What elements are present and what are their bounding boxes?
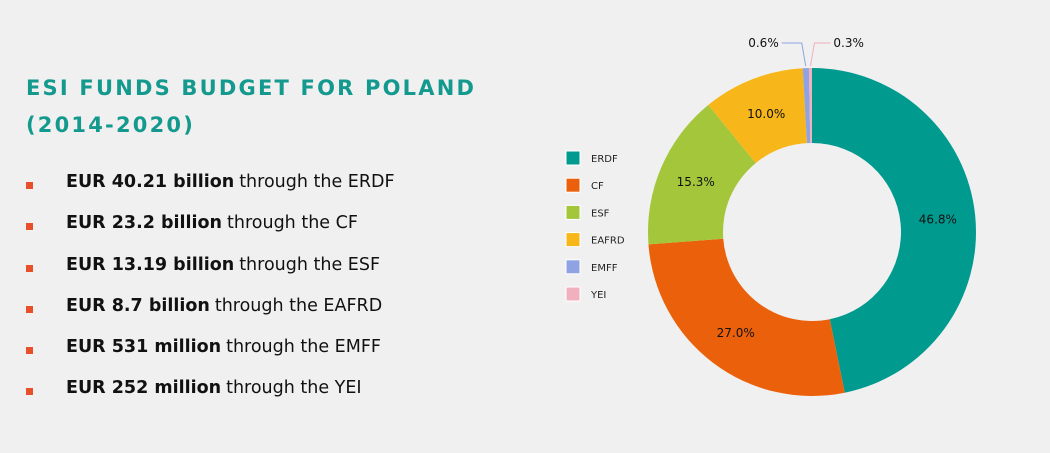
bullet-icon (26, 347, 33, 355)
bullet-icon (26, 305, 33, 313)
slice-cf (648, 238, 845, 396)
amount: EUR 252 million (66, 378, 222, 399)
data-label-cf: 27.0% (717, 326, 755, 340)
item-text: through the ESF (239, 254, 381, 275)
legend-label-erdf: ERDF (591, 154, 618, 165)
item-text: through the EMFF (226, 337, 381, 358)
slice-emff (802, 68, 811, 144)
item-text: through the EAFRD (214, 295, 383, 316)
data-label-emff: 0.6% (748, 36, 779, 50)
legend-label-cf: CF (591, 181, 604, 192)
funds-list: EUR 40.21 billion through the ERDF EUR 23… (26, 172, 395, 420)
legend-swatch-yei (565, 286, 581, 302)
amount: EUR 13.19 billion (66, 254, 235, 275)
legend-label-eafrd: EAFRD (591, 236, 625, 247)
list-item: EUR 23.2 billion through the CF (26, 213, 395, 254)
legend-label-yei: YEI (590, 290, 606, 301)
item-text: through the YEI (226, 378, 362, 399)
slice-erdf (812, 68, 976, 393)
bullet-icon (26, 264, 33, 272)
item-text: through the ERDF (239, 172, 395, 192)
bullet-icon (26, 223, 33, 231)
data-label-erdf: 46.8% (919, 212, 957, 226)
legend-label-esf: ESF (591, 208, 610, 219)
slice-eafrd (708, 68, 807, 164)
legend-swatch-erdf (565, 150, 581, 166)
data-label-eafrd: 10.0% (747, 107, 785, 121)
bullet-icon (26, 388, 33, 396)
title-line-1: ESI FUNDS BUDGET FOR POLAND (26, 76, 477, 100)
amount: EUR 40.21 billion (66, 172, 235, 192)
legend-swatch-esf (565, 204, 581, 220)
data-label-yei: 0.3% (833, 36, 864, 50)
title-line-2: (2014-2020) (26, 113, 196, 137)
leader-line-yei (809, 42, 831, 67)
legend-label-emff: EMFF (591, 263, 618, 274)
leader-line-emff (781, 42, 807, 67)
legend-swatch-eafrd (565, 232, 581, 248)
list-item: EUR 531 million through the EMFF (26, 337, 395, 378)
amount: EUR 8.7 billion (66, 295, 210, 316)
list-item: EUR 13.19 billion through the ESF (26, 255, 395, 296)
amount: EUR 531 million (66, 337, 222, 358)
legend-swatch-emff (565, 259, 581, 275)
list-item: EUR 40.21 billion through the ERDF (26, 172, 395, 213)
bullet-icon (26, 182, 33, 189)
slice-yei (808, 68, 812, 144)
list-item: EUR 252 million through the YEI (26, 378, 395, 419)
page-title: ESI FUNDS BUDGET FOR POLAND (2014-2020) (26, 70, 476, 144)
legend-swatch-cf (565, 177, 581, 193)
list-item: EUR 8.7 billion through the EAFRD (26, 296, 395, 337)
item-text: through the CF (227, 213, 358, 234)
slice-esf (648, 104, 756, 245)
amount: EUR 23.2 billion (66, 213, 223, 234)
data-label-esf: 15.3% (677, 175, 715, 189)
